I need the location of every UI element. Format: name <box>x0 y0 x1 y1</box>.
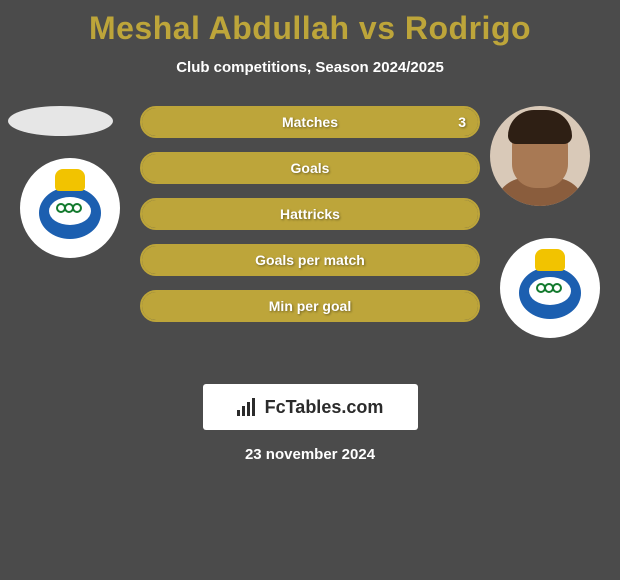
stat-bar-matches: Matches 3 <box>140 106 480 138</box>
player-right-avatar <box>490 106 590 206</box>
stat-bars: Matches 3 Goals Hattricks Goals per matc… <box>140 106 480 322</box>
stat-label: Goals per match <box>255 252 365 268</box>
subtitle: Club competitions, Season 2024/2025 <box>0 59 620 76</box>
stat-label: Goals <box>291 160 330 176</box>
page-title: Meshal Abdullah vs Rodrigo <box>0 0 620 47</box>
stat-bar-goals-per-match: Goals per match <box>140 244 480 276</box>
stat-bar-hattricks: Hattricks <box>140 198 480 230</box>
stat-label: Matches <box>282 114 338 130</box>
player-left-club-badge <box>20 158 120 258</box>
stat-label: Hattricks <box>280 206 340 222</box>
player-right-club-badge <box>500 238 600 338</box>
site-logo: FcTables.com <box>203 384 418 430</box>
bar-chart-icon <box>237 398 259 416</box>
stat-value-right: 3 <box>458 114 466 130</box>
stat-bar-min-per-goal: Min per goal <box>140 290 480 322</box>
comparison-area: Matches 3 Goals Hattricks Goals per matc… <box>0 106 620 366</box>
stat-label: Min per goal <box>269 298 351 314</box>
comparison-date: 23 november 2024 <box>0 446 620 463</box>
club-crest-icon <box>35 173 105 243</box>
player-left-avatar <box>8 106 113 136</box>
club-crest-icon <box>515 253 585 323</box>
stat-bar-goals: Goals <box>140 152 480 184</box>
logo-text: FcTables.com <box>265 397 384 418</box>
